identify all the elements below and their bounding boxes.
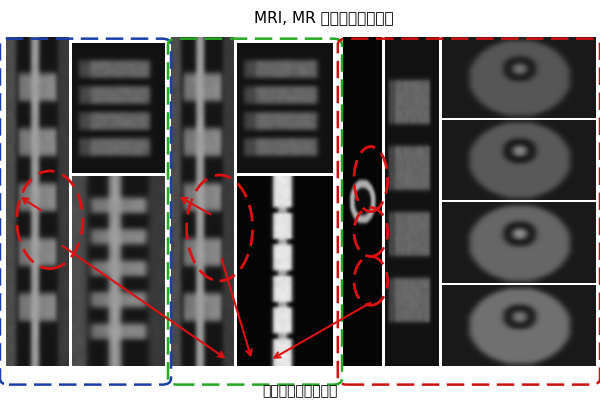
Text: 脳脊體液が白く描出: 脳脊體液が白く描出 — [262, 384, 338, 398]
Text: MRI, MR ミエログラフィー: MRI, MR ミエログラフィー — [254, 10, 394, 25]
